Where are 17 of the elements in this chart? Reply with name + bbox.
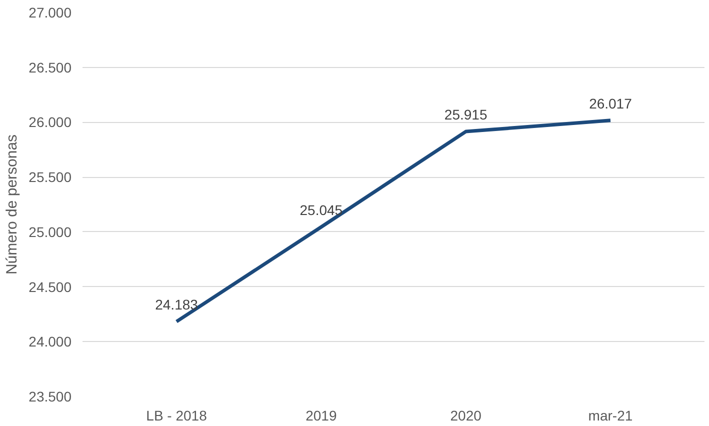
y-tick-label: 26.000 (28, 114, 72, 130)
data-label: 25.915 (444, 106, 488, 123)
y-tick-label: 26.500 (28, 59, 72, 76)
data-label: 26.017 (589, 95, 632, 112)
x-tick-label: 2019 (306, 408, 337, 424)
x-tick-label: 2020 (450, 408, 482, 424)
y-tick-label: 27.000 (28, 4, 72, 20)
y-tick-label: 24.500 (28, 278, 72, 295)
y-tick-label: 25.500 (28, 169, 72, 186)
y-tick-label: 25.000 (28, 224, 72, 240)
data-label: 24.183 (155, 296, 198, 313)
y-tick-label: 24.000 (28, 334, 72, 350)
y-axis-title: Número de personas (4, 134, 21, 275)
data-label: 25.045 (300, 202, 343, 218)
x-tick-label: LB - 2018 (146, 408, 208, 424)
x-tick-label: mar-21 (588, 408, 633, 424)
y-tick-label: 23.500 (28, 388, 72, 404)
